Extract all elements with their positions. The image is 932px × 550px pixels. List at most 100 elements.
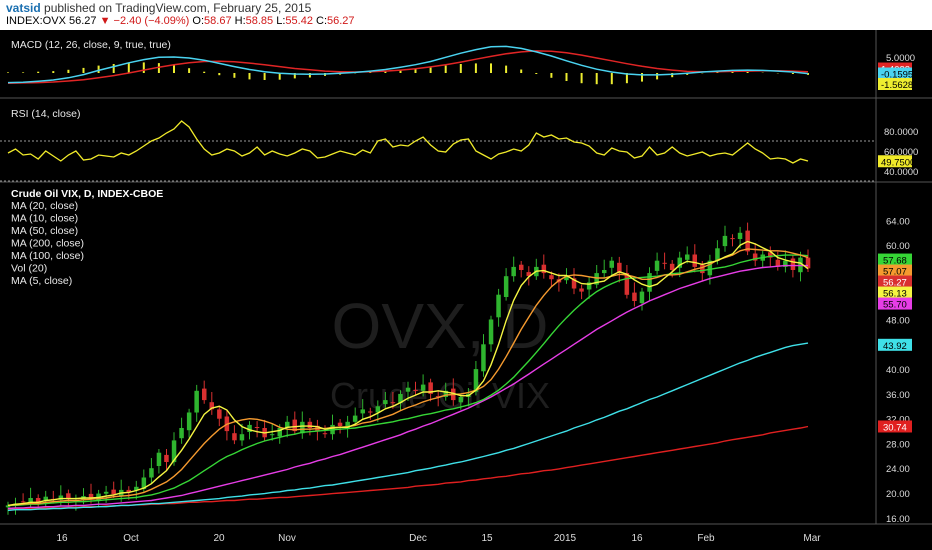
low-label: L: <box>276 15 286 27</box>
candle-body <box>20 501 26 503</box>
candle-body <box>149 468 154 478</box>
candle-body <box>413 389 418 391</box>
candle-body <box>519 264 524 270</box>
candle-body <box>435 396 441 398</box>
price-tick-label: 40.00 <box>886 365 910 376</box>
candle-body <box>481 344 486 372</box>
price-label-bg <box>878 264 912 277</box>
candle-body <box>428 382 433 394</box>
time-axis: 16 Oct 20 Nov Dec 15 2015 16 Feb Mar <box>56 533 821 544</box>
time-tick-label: 16 <box>56 533 68 544</box>
candle-body <box>134 486 139 491</box>
candle-body <box>609 260 614 268</box>
ma20-line <box>8 254 809 507</box>
price-tick-label: 28.00 <box>886 439 910 450</box>
rsi-line <box>7 120 809 164</box>
candle-body <box>239 434 245 441</box>
rsi-value: 49.7500 <box>881 157 915 168</box>
price-label-bg <box>878 253 912 266</box>
candle-body <box>526 272 531 277</box>
publish-line: vatsid published on TradingView.com, Feb… <box>6 1 311 15</box>
candle-body <box>360 409 365 414</box>
candle-body <box>768 252 773 258</box>
candle-body <box>805 257 811 269</box>
candle-body <box>685 254 690 260</box>
macd-tick-label: 5.0000 <box>886 53 915 64</box>
publish-text: published on TradingView.com, February 2… <box>44 1 312 15</box>
macd-hist-value: -1.5628 <box>881 80 913 91</box>
candle-body <box>571 278 577 289</box>
candle-body <box>511 266 516 277</box>
price-label-bg <box>878 338 912 351</box>
legend-item: MA (5, close) <box>11 275 72 287</box>
candle-body <box>398 393 403 404</box>
candle-body <box>285 421 290 428</box>
time-tick-label: 20 <box>213 533 225 544</box>
candle-body <box>35 498 41 503</box>
legend-item: MA (20, close) <box>11 200 78 212</box>
price-label-bg <box>878 297 912 310</box>
candle-body <box>126 489 131 493</box>
candle-body <box>375 406 381 413</box>
time-tick-label: Mar <box>803 533 821 544</box>
candle-body <box>541 264 547 274</box>
symbol-label: INDEX:OVX <box>6 15 66 27</box>
candle-body <box>458 397 464 403</box>
last-price: 56.27 <box>68 15 97 27</box>
candle-body <box>639 291 645 304</box>
candle-body <box>737 232 743 239</box>
open-label: O: <box>192 15 205 27</box>
candle-body <box>775 259 781 267</box>
candle-body <box>5 505 11 508</box>
candle-body <box>700 264 705 274</box>
rsi-title: RSI (14, close) <box>11 108 80 120</box>
macd-value: -0.1595 <box>881 70 913 81</box>
watermark-name: Crude Oil VIX <box>330 375 550 416</box>
candle-body <box>345 421 350 429</box>
high-value: 58.85 <box>245 15 274 27</box>
time-tick-label: 15 <box>481 533 493 544</box>
price-tick-label: 20.00 <box>886 489 910 500</box>
time-tick-label: 2015 <box>554 533 577 544</box>
price-label: 57.68 <box>883 256 907 267</box>
high-label: H: <box>234 15 246 27</box>
candle-body <box>790 258 796 270</box>
price-label-bg <box>878 420 912 433</box>
legend-item: MA (100, close) <box>11 250 84 262</box>
time-tick-label: Nov <box>278 533 296 544</box>
legend-item: MA (10, close) <box>11 213 78 225</box>
price-label: 43.92 <box>883 341 907 352</box>
candle-body <box>420 384 426 391</box>
candle-body <box>692 254 697 267</box>
author-link[interactable]: vatsid <box>6 1 41 15</box>
time-tick-label: 16 <box>631 533 643 544</box>
candle-body <box>209 402 214 410</box>
price-label-bg <box>878 275 912 288</box>
chart-background <box>0 30 932 550</box>
macd-value-bg <box>878 67 912 80</box>
candle-body <box>88 493 94 498</box>
candle-body <box>654 260 660 271</box>
candle-body <box>58 495 64 500</box>
candle-body <box>752 253 758 261</box>
time-tick-label: Feb <box>697 533 715 544</box>
ma10-line <box>7 248 809 507</box>
price-tick-label: 36.00 <box>886 390 910 401</box>
price-label-bg <box>878 286 912 299</box>
stock-chart[interactable]: MACD (12, 26, close, 9, true, true) RSI … <box>0 30 932 550</box>
rsi-value-bg <box>878 155 912 168</box>
candle-body <box>632 292 637 301</box>
candle-body <box>217 409 222 419</box>
rsi-tick-label: 40.0000 <box>884 167 918 178</box>
ohlc-line: INDEX:OVX 56.27 ▼ −2.40 (−4.09%) O:58.67… <box>6 15 355 27</box>
candle-body <box>322 433 328 435</box>
low-value: 55.42 <box>285 15 313 27</box>
candle-body <box>707 260 713 276</box>
price-tick-label: 60.00 <box>886 241 910 252</box>
candle-body <box>783 260 788 267</box>
price-tick-label: 48.00 <box>886 316 910 327</box>
candle-body <box>722 235 728 247</box>
candle-body <box>647 273 652 292</box>
price-tick-label: 32.00 <box>886 415 910 426</box>
